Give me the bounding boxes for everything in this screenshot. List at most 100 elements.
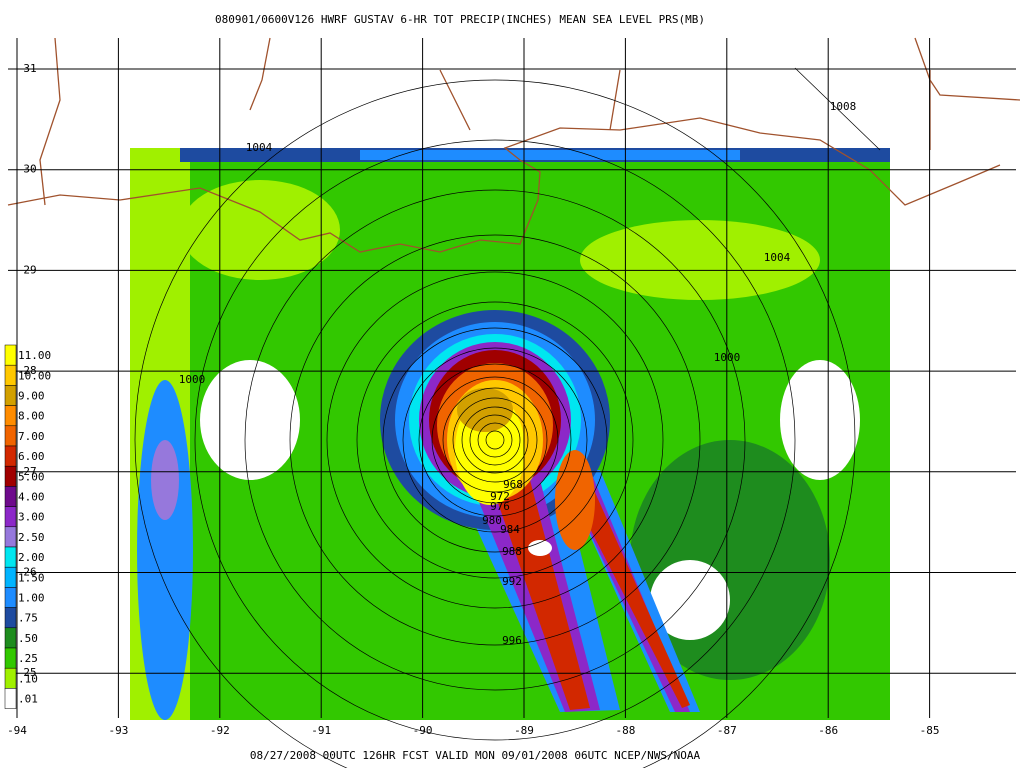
footer: 08/27/2008 00UTC 126HR FCST VALID MON 09… [250,749,701,762]
coast-line [7,117,1001,253]
legend-swatch [4,425,17,447]
lon-tick-label: -94 [7,724,27,737]
legend-swatch [4,385,17,406]
legend-label: 3.00 [18,511,45,524]
legend-swatch [4,587,17,608]
legend-swatch [4,526,17,548]
legend-swatch [4,486,17,507]
isobar [382,327,608,553]
lat-tick-label: 31 [23,62,36,75]
isobar [289,234,701,646]
legend-swatch [4,465,17,487]
lon-tick-label: -89 [514,724,534,737]
isobar [194,139,796,741]
isobar [244,189,746,691]
precip-area [137,380,193,720]
legend-label: 9.00 [18,390,45,403]
legend-label: 6.00 [18,450,45,463]
isobar [469,414,521,466]
legend-label: 10.00 [18,369,51,382]
isobar [794,67,881,151]
legend-label: 2.50 [18,531,45,544]
legend-label: .75 [18,612,38,625]
lon-tick-label: -88 [615,724,635,737]
isobar [477,422,513,458]
isobar-label: 980 [482,514,502,527]
lon-tick-label: -90 [413,724,433,737]
lon-tick-label: -92 [210,724,230,737]
precip-area [580,220,820,300]
isobar [431,376,559,504]
precip-area [490,480,590,710]
legend-label: 5.00 [18,470,45,483]
lon-tick-label: -86 [818,724,838,737]
isobars [134,67,881,768]
legend-swatch [4,364,17,386]
legend-label: 1.50 [18,571,45,584]
legend: 11.00 10.00 9.00 8.00 7.00 6.00 5.00 4.00 3.00 2.… [4,344,51,709]
isobar-label: 984 [500,523,520,536]
legend-label: 7.00 [18,430,45,443]
isobar [485,430,505,450]
legend-label: .01 [18,693,38,706]
isobar-label: 976 [490,500,510,513]
isobar-label: 972 [490,490,510,503]
legend-swatch [4,405,17,427]
precip-area [555,450,595,550]
isobar-label: 992 [502,575,522,588]
legend-label: .50 [18,632,38,645]
lon-tick-label: -93 [108,724,128,737]
lat-tick-label: 27 [23,465,36,478]
precip-area [200,360,300,480]
legend-label: .10 [18,672,38,685]
legend-swatch [4,566,17,588]
isobar-labels: 1008 1004 1004 1000 1000 996 992 988 98498097697… [179,100,857,647]
isobar [452,397,538,483]
isobar-label: 1000 [714,351,741,364]
isobar [461,406,529,474]
legend-swatch [4,344,17,366]
isobar [356,301,634,579]
legend-swatch [4,506,17,528]
state-border [39,37,1021,206]
legend-label: 1.00 [18,592,45,605]
lon-tick-label: -87 [717,724,737,737]
lon-tick-label: -91 [311,724,331,737]
isobar [326,271,664,609]
isobar [402,347,588,533]
isobar-label: 968 [503,478,523,491]
lat-tick-label: 28 [23,364,36,377]
legend-swatch [4,688,17,709]
legend-swatch [4,607,17,629]
lat-tick-label: 29 [23,263,36,276]
precip-area [457,388,513,432]
lat-tick-label: 26 [23,566,36,579]
isobar-label: 988 [502,545,522,558]
isobar-label: 1004 [764,251,791,264]
legend-swatch [4,445,17,467]
isobar [442,387,548,493]
isobar [134,79,856,768]
precip-area [650,560,730,640]
legend-swatch [4,647,17,669]
legend-label: .25 [18,652,38,665]
lon-tick-label: -85 [920,724,940,737]
isobar [418,363,572,517]
legend-label: 8.00 [18,410,45,423]
precip-area [151,440,179,520]
isobar-label: 1004 [246,141,273,154]
isobar-label: 1000 [179,373,206,386]
legend-label: 2.00 [18,551,45,564]
precip-area [360,150,740,160]
coastline [7,37,1021,253]
legend-swatch [4,546,17,568]
lat-tick-label: 30 [23,163,36,176]
legend-label: 4.00 [18,491,45,504]
isobar-label: 1008 [830,100,857,113]
grid: -94 -93 -92 -91 -90 -89 -88 -87 -86 -85 31 30 29 28 27… [7,38,1016,737]
title: 080901/0600V126 HWRF GUSTAV 6-HR TOT PRE… [215,13,705,26]
legend-swatch [4,627,17,649]
precip-area [780,360,860,480]
